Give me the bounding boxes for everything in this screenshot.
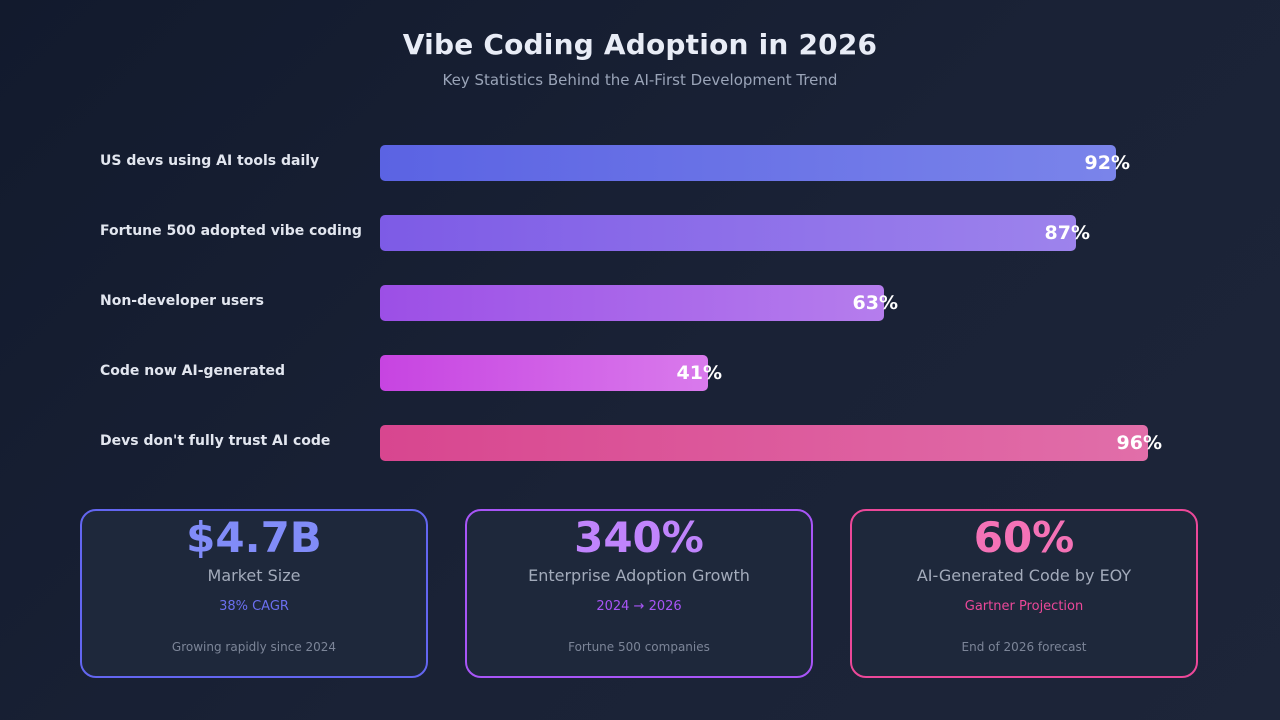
chart-title: Vibe Coding Adoption in 2026 bbox=[402, 28, 878, 61]
bar bbox=[380, 355, 708, 391]
bar-category-label: Non-developer users bbox=[100, 293, 264, 309]
bar-value-label: 63% bbox=[852, 292, 898, 314]
bar-chart: US devs using AI tools daily 92% Fortune 5… bbox=[100, 145, 1162, 461]
bar bbox=[380, 425, 1148, 461]
bar bbox=[380, 145, 1116, 181]
bar-category-label: Devs don't fully trust AI code bbox=[100, 433, 331, 449]
bar-category-label: US devs using AI tools daily bbox=[100, 153, 320, 169]
chart-subtitle: Key Statistics Behind the AI-First Devel… bbox=[442, 71, 838, 89]
bar bbox=[380, 215, 1076, 251]
bar-value-label: 87% bbox=[1044, 222, 1090, 244]
card-label: AI-Generated Code by EOY bbox=[916, 566, 1132, 585]
card-label: Market Size bbox=[207, 566, 301, 585]
card-value: $4.7B bbox=[186, 513, 322, 562]
card-note: 38% CAGR bbox=[219, 599, 289, 614]
card-footnote: End of 2026 forecast bbox=[961, 640, 1087, 654]
card-note: Gartner Projection bbox=[964, 599, 1084, 614]
bar-category-label: Fortune 500 adopted vibe coding bbox=[100, 223, 362, 239]
bar-value-label: 96% bbox=[1116, 432, 1162, 454]
card-footnote: Growing rapidly since 2024 bbox=[171, 640, 337, 654]
card-note: 2024 → 2026 bbox=[596, 599, 682, 614]
bar-category-label: Code now AI-generated bbox=[100, 363, 286, 379]
bar bbox=[380, 285, 884, 321]
ai-generated-code-card: 60% AI-Generated Code by EOY Gartner Pro… bbox=[850, 509, 1198, 678]
card-value: 340% bbox=[574, 513, 704, 562]
enterprise-adoption-card: 340% Enterprise Adoption Growth 2024 → 2… bbox=[465, 509, 813, 678]
card-label: Enterprise Adoption Growth bbox=[528, 566, 750, 585]
card-value: 60% bbox=[973, 513, 1075, 562]
card-footnote: Fortune 500 companies bbox=[568, 640, 710, 654]
bar-value-label: 92% bbox=[1084, 152, 1130, 174]
bar-value-label: 41% bbox=[676, 362, 722, 384]
market-size-card: $4.7B Market Size 38% CAGR Growing rapid… bbox=[80, 509, 428, 678]
